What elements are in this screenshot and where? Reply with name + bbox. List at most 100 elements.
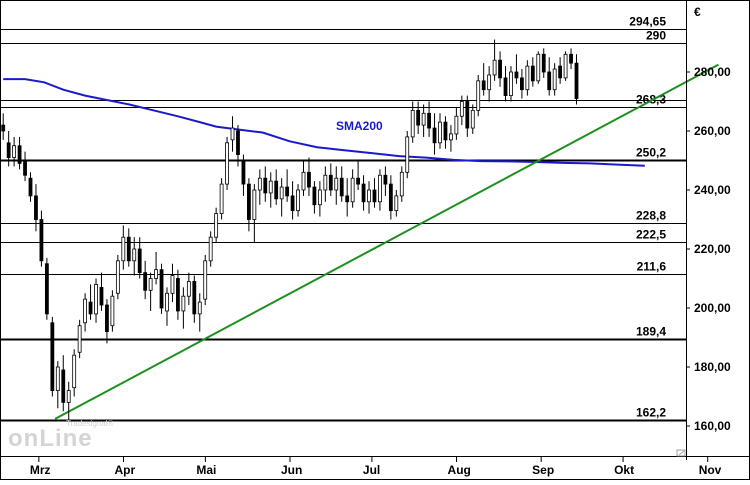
candle	[279, 178, 284, 217]
candle	[268, 172, 273, 208]
candle	[165, 287, 169, 326]
candle	[372, 178, 377, 208]
candle-body	[285, 186, 290, 197]
candle	[350, 169, 355, 208]
candle-body	[34, 195, 38, 220]
candle	[378, 169, 382, 211]
candle	[192, 275, 197, 323]
candle-body	[536, 53, 541, 82]
candle	[525, 60, 530, 96]
logo-online-text: onLine	[8, 425, 93, 452]
candle	[427, 101, 431, 137]
logo-tradesignal-text: Tradesignal®	[66, 419, 114, 428]
candle-body	[574, 62, 579, 99]
candle	[121, 225, 126, 270]
level-label: 189,4	[636, 325, 666, 339]
candle	[432, 113, 437, 155]
candle-body	[105, 304, 109, 332]
candle	[154, 251, 158, 285]
candle	[569, 48, 573, 70]
candle-body	[449, 133, 453, 141]
candle	[536, 51, 541, 84]
candle	[492, 39, 497, 81]
candle	[230, 116, 235, 152]
candle-body	[312, 186, 317, 206]
candle-body	[361, 183, 366, 203]
candle	[323, 166, 328, 202]
x-tick-label: Sep	[532, 463, 554, 477]
candle	[547, 57, 552, 96]
candle	[476, 74, 481, 117]
sma200-line	[3, 78, 645, 167]
candle	[241, 154, 246, 196]
candle	[257, 169, 262, 205]
candle	[236, 125, 240, 167]
candle-body	[176, 278, 180, 312]
candle-body	[558, 65, 563, 79]
candle-body	[427, 112, 431, 129]
candle-body	[50, 322, 55, 391]
candle-body	[465, 101, 470, 129]
support-trendline	[54, 63, 719, 420]
candle-body	[350, 177, 355, 203]
candle	[345, 178, 350, 217]
candle	[246, 178, 251, 232]
candle	[574, 54, 579, 105]
candle	[487, 66, 492, 102]
candle	[61, 355, 66, 412]
candle-body	[61, 369, 66, 403]
candle-body	[383, 174, 388, 185]
candle-body	[514, 71, 519, 79]
candle	[34, 184, 38, 232]
candle-body	[28, 177, 33, 197]
candle	[443, 116, 448, 149]
y-tick-label: 240,00	[694, 183, 731, 197]
candle	[274, 169, 279, 205]
candle	[203, 254, 208, 306]
x-tick-label: Okt	[614, 463, 634, 477]
candle-body	[372, 189, 377, 203]
candle-body	[525, 65, 530, 91]
candle	[530, 57, 535, 87]
candle	[6, 131, 11, 167]
candle-body	[563, 53, 568, 79]
candle	[197, 293, 202, 332]
sma200-series	[3, 78, 645, 167]
candle-body	[481, 80, 486, 91]
candle-body	[345, 195, 350, 203]
candle-body	[405, 136, 410, 173]
candle-body	[44, 263, 49, 315]
candle-body	[208, 236, 213, 262]
candle	[214, 207, 219, 244]
candle-body	[165, 292, 169, 312]
candle-body	[181, 295, 186, 312]
candle	[410, 101, 415, 143]
currency-label: €	[694, 5, 701, 19]
candle-body	[110, 295, 115, 327]
candle	[520, 69, 524, 99]
y-tick-label: 280,00	[694, 65, 731, 79]
candle	[465, 95, 470, 137]
x-tick-label: Apr	[114, 463, 135, 477]
resize-grip-icon	[676, 449, 686, 457]
candle-body	[503, 77, 508, 97]
level-lines: 294,65290268,3250,2228,8222,5211,6189,41…	[0, 15, 686, 422]
candle-body	[307, 171, 311, 188]
y-tick-label: 160,00	[694, 419, 731, 433]
candle-body	[246, 183, 251, 220]
candle	[110, 290, 115, 332]
candle	[339, 166, 344, 202]
candle-body	[438, 121, 442, 144]
candle	[170, 263, 175, 303]
candle-body	[1, 124, 6, 132]
candle	[148, 272, 153, 311]
candle-body	[416, 109, 421, 126]
candle-body	[23, 160, 27, 176]
candle-body	[148, 278, 153, 291]
candle	[307, 157, 311, 196]
candle	[388, 175, 393, 220]
candle-body	[170, 275, 175, 294]
candle-body	[476, 80, 481, 111]
x-tick-label: Aug	[448, 463, 471, 477]
candle	[12, 136, 17, 167]
